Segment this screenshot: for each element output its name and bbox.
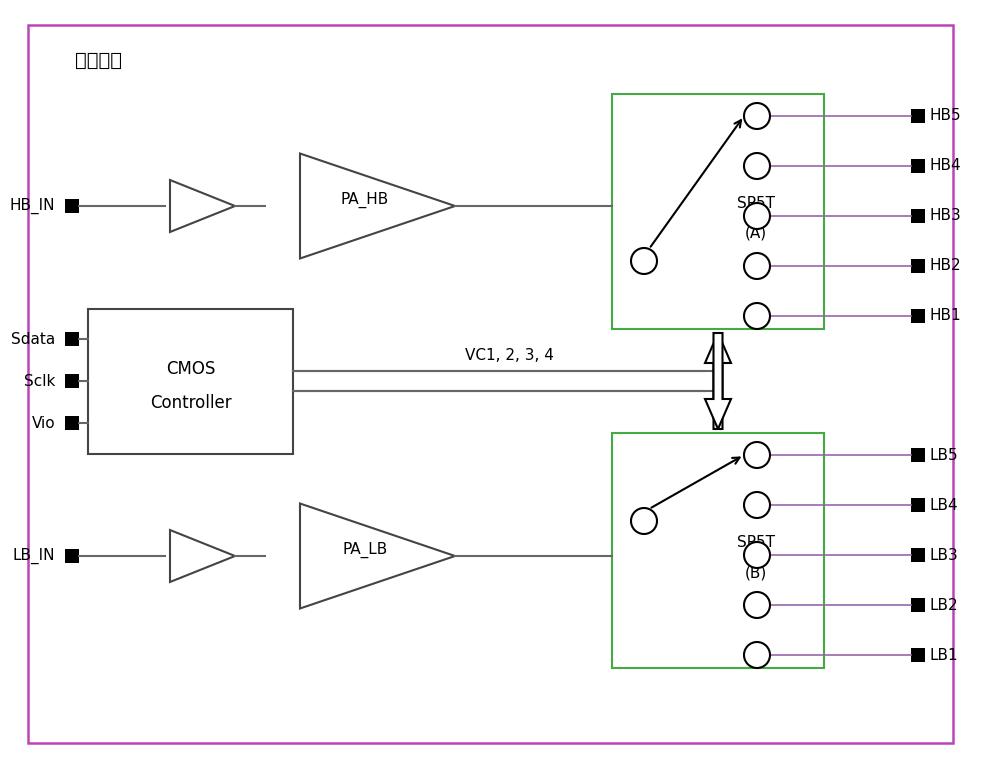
Circle shape <box>744 103 770 129</box>
Text: HB2: HB2 <box>930 259 962 273</box>
Circle shape <box>631 248 657 274</box>
Text: SP5T: SP5T <box>737 535 775 550</box>
Bar <box>88 308 293 454</box>
Circle shape <box>744 253 770 279</box>
Text: HB1: HB1 <box>930 308 962 323</box>
Circle shape <box>744 303 770 329</box>
Text: LB5: LB5 <box>930 447 959 463</box>
Text: PA_LB: PA_LB <box>342 542 388 558</box>
Text: HB5: HB5 <box>930 109 962 123</box>
Circle shape <box>744 442 770 468</box>
Circle shape <box>744 642 770 668</box>
Text: (A): (A) <box>745 226 767 241</box>
Text: CMOS: CMOS <box>166 360 215 378</box>
Bar <box>911 159 925 173</box>
Text: (B): (B) <box>745 565 767 580</box>
Circle shape <box>744 542 770 568</box>
Text: 系统框图: 系统框图 <box>75 51 122 70</box>
Text: LB2: LB2 <box>930 597 959 613</box>
Bar <box>911 598 925 612</box>
Text: SP5T: SP5T <box>737 196 775 211</box>
Bar <box>65 199 79 213</box>
Bar <box>65 332 79 346</box>
Text: HB_IN: HB_IN <box>10 198 55 214</box>
Text: HB3: HB3 <box>930 209 962 224</box>
Bar <box>911 648 925 662</box>
Bar <box>911 548 925 562</box>
Bar <box>911 209 925 223</box>
Text: Sdata: Sdata <box>11 332 55 346</box>
Circle shape <box>744 592 770 618</box>
Text: LB3: LB3 <box>930 547 959 562</box>
Circle shape <box>744 492 770 518</box>
Bar <box>65 416 79 430</box>
Bar <box>911 309 925 323</box>
Text: HB4: HB4 <box>930 158 962 174</box>
Circle shape <box>631 508 657 534</box>
Text: LB4: LB4 <box>930 498 959 512</box>
Text: Sclk: Sclk <box>24 374 55 389</box>
Text: Controller: Controller <box>150 394 231 412</box>
Bar <box>612 94 824 329</box>
Text: VC1, 2, 3, 4: VC1, 2, 3, 4 <box>465 348 554 363</box>
Polygon shape <box>705 333 731 429</box>
Bar <box>911 498 925 512</box>
Polygon shape <box>705 333 731 429</box>
Bar <box>911 109 925 123</box>
Text: LB1: LB1 <box>930 648 959 663</box>
Bar <box>911 448 925 462</box>
Bar <box>911 259 925 273</box>
Bar <box>612 433 824 668</box>
Bar <box>65 374 79 388</box>
Text: PA_HB: PA_HB <box>341 192 389 208</box>
Text: Vio: Vio <box>31 416 55 431</box>
Circle shape <box>744 153 770 179</box>
Circle shape <box>744 203 770 229</box>
Text: LB_IN: LB_IN <box>13 548 55 564</box>
Bar <box>65 549 79 563</box>
